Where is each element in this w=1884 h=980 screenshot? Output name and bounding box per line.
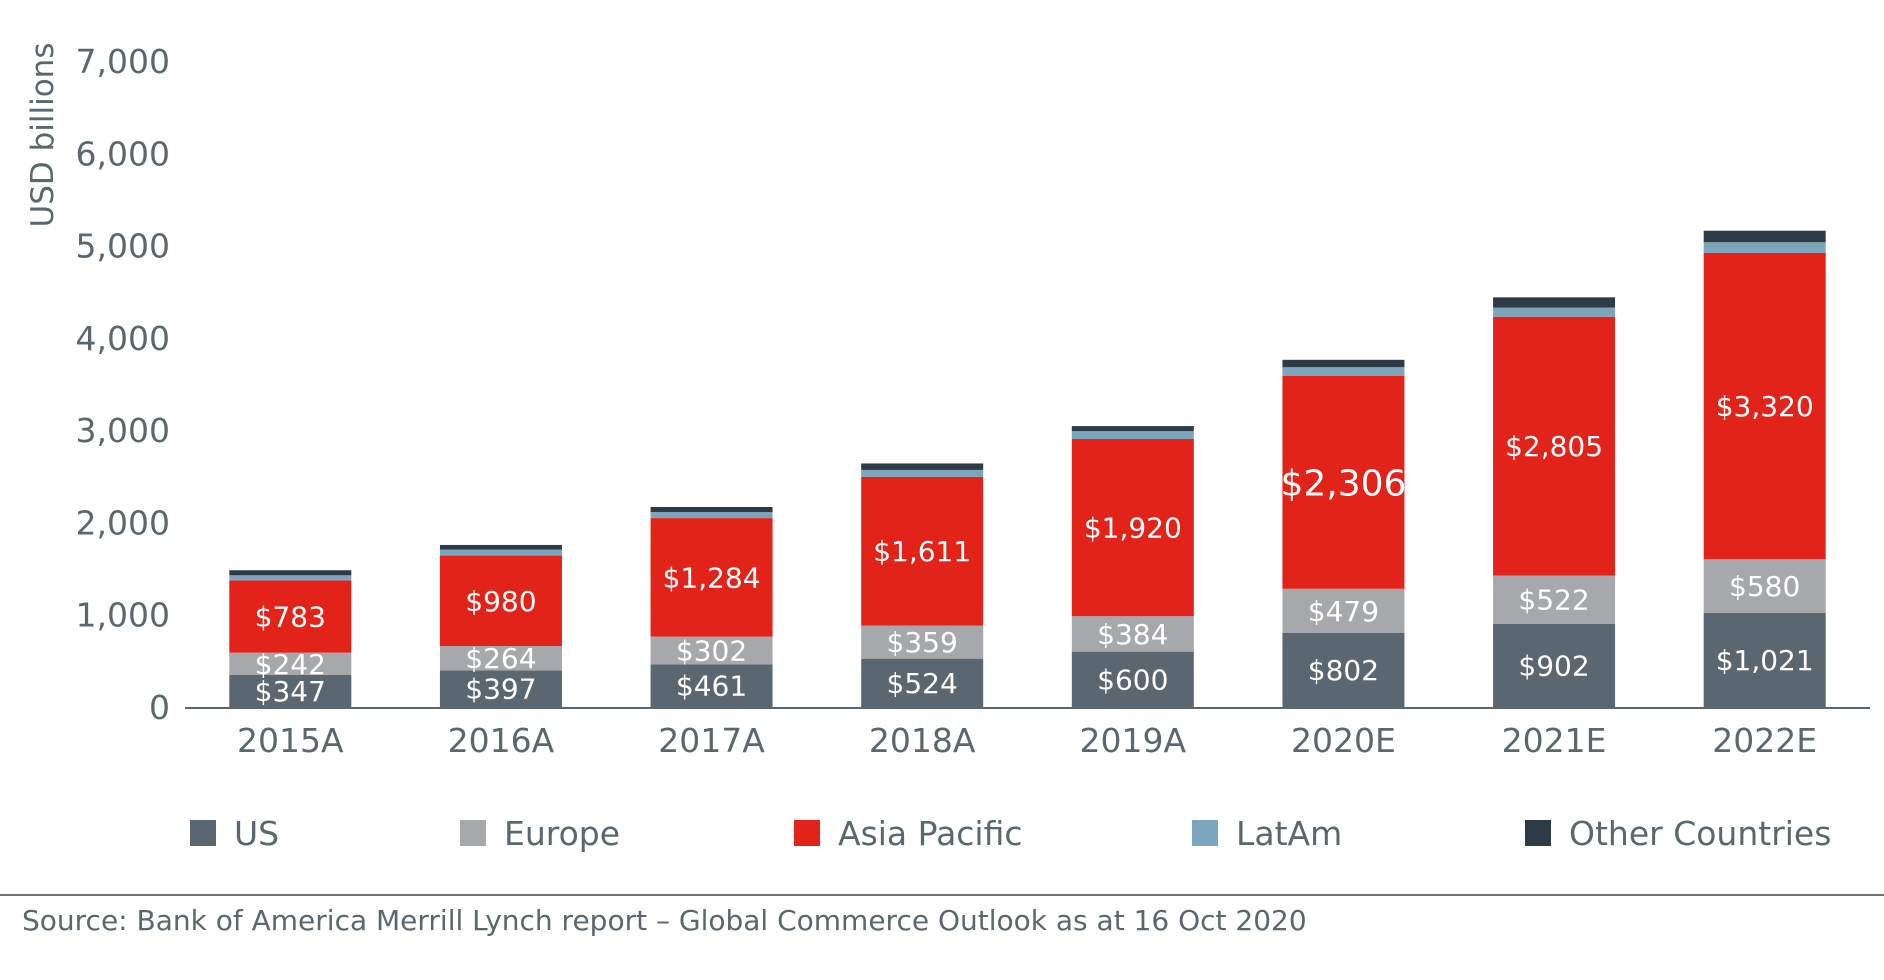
bar-segment-latam [1493,307,1616,317]
x-tick-label: 2018A [869,721,976,760]
bar-segment-asia-pacific [229,580,352,653]
bar-segment-other-countries [1703,230,1826,243]
bar-segment-us [861,658,984,707]
data-label: $783 [255,601,326,634]
bar-segment-asia-pacific [1703,252,1826,560]
bar-segment-other-countries [650,507,773,513]
data-label: $384 [1097,618,1168,651]
bar-segment-other-countries [229,570,352,576]
data-label: $3,320 [1716,390,1814,423]
bar-segment-us [1071,651,1194,707]
legend-swatch-latam [1192,820,1218,846]
data-label: $580 [1729,570,1800,603]
x-tick-label: 2016A [448,721,555,760]
x-tick-label: 2022E [1712,721,1817,760]
bar-segment-asia-pacific [439,555,562,646]
data-label: $1,284 [663,561,761,594]
legend-label: Europe [504,814,620,853]
bar-segment-us [1282,632,1405,707]
bar-segment-us [439,670,562,707]
bar-segment-us [1703,612,1826,707]
bar-segment-europe [439,645,562,671]
bar-segment-other-countries [1493,297,1616,308]
legend-label: Other Countries [1569,814,1831,853]
data-label: $2,306 [1280,463,1406,504]
data-label: $600 [1097,663,1168,696]
bar-segment-us [650,664,773,707]
data-label: $980 [465,585,536,618]
legend-swatch-us [190,820,216,846]
x-tick-label: 2017A [658,721,765,760]
bar-segment-latam [650,512,773,519]
x-tick-label: 2020E [1291,721,1396,760]
data-label: $242 [255,648,326,681]
bar-segment-europe [1282,588,1405,633]
data-label: $2,805 [1505,430,1603,463]
bar-segment-latam [1071,431,1194,440]
bar-segment-europe [1071,616,1194,652]
data-label: $397 [465,673,536,706]
bar-segment-asia-pacific [1493,316,1616,576]
bar-segment-asia-pacific [861,476,984,626]
x-tick-label: 2019A [1080,721,1187,760]
bar-segment-us [1493,623,1616,707]
y-tick-label: 0 [149,688,170,727]
data-label: $302 [676,635,747,668]
data-label: $902 [1518,649,1589,682]
x-tick-label: 2021E [1502,721,1607,760]
legend-label: US [234,814,279,853]
source-note: Source: Bank of America Merrill Lynch re… [22,904,1307,937]
y-axis-title: USD billions [25,43,61,228]
bar-segment-europe [229,652,352,675]
data-label: $264 [465,642,536,675]
bar-segment-other-countries [861,463,984,470]
bar-segment-europe [650,636,773,665]
bar-segment-other-countries [1282,359,1405,368]
bar-segment-europe [861,625,984,659]
bar-segment-latam [861,469,984,477]
bar-segment-asia-pacific [1282,375,1405,589]
bar-segment-asia-pacific [1071,439,1194,617]
bar-segment-other-countries [1071,426,1194,432]
bar-segment-other-countries [439,544,562,550]
data-label: $524 [887,667,958,700]
source-divider [0,894,1884,896]
y-tick-label: 5,000 [76,227,170,266]
data-label: $522 [1518,584,1589,617]
bar-segment-latam [439,549,562,556]
data-label: $1,021 [1716,644,1814,677]
legend-label: Asia Pacific [838,814,1023,853]
bar-segment-latam [229,575,352,581]
legend-swatch-asia-pacific [794,820,820,846]
y-tick-label: 4,000 [76,319,170,358]
data-label: $1,611 [873,535,971,568]
data-label: $461 [676,670,747,703]
legend-label: LatAm [1236,814,1342,853]
bar-segment-europe [1703,559,1826,613]
bar-segment-asia-pacific [650,518,773,637]
legend-swatch-europe [460,820,486,846]
data-label: $359 [887,626,958,659]
y-tick-label: 2,000 [76,503,170,542]
y-tick-label: 1,000 [76,596,170,635]
y-tick-label: 3,000 [76,411,170,450]
data-label: $347 [255,675,326,708]
bar-segment-latam [1703,242,1826,253]
data-label: $802 [1308,654,1379,687]
legend-swatch-other-countries [1525,820,1551,846]
bar-segment-latam [1282,367,1405,376]
bar-segment-europe [1493,575,1616,624]
data-label: $1,920 [1084,512,1182,545]
y-tick-label: 6,000 [76,134,170,173]
bar-segment-us [229,674,352,707]
x-tick-label: 2015A [237,721,344,760]
data-label: $479 [1308,595,1379,628]
y-tick-label: 7,000 [76,42,170,81]
